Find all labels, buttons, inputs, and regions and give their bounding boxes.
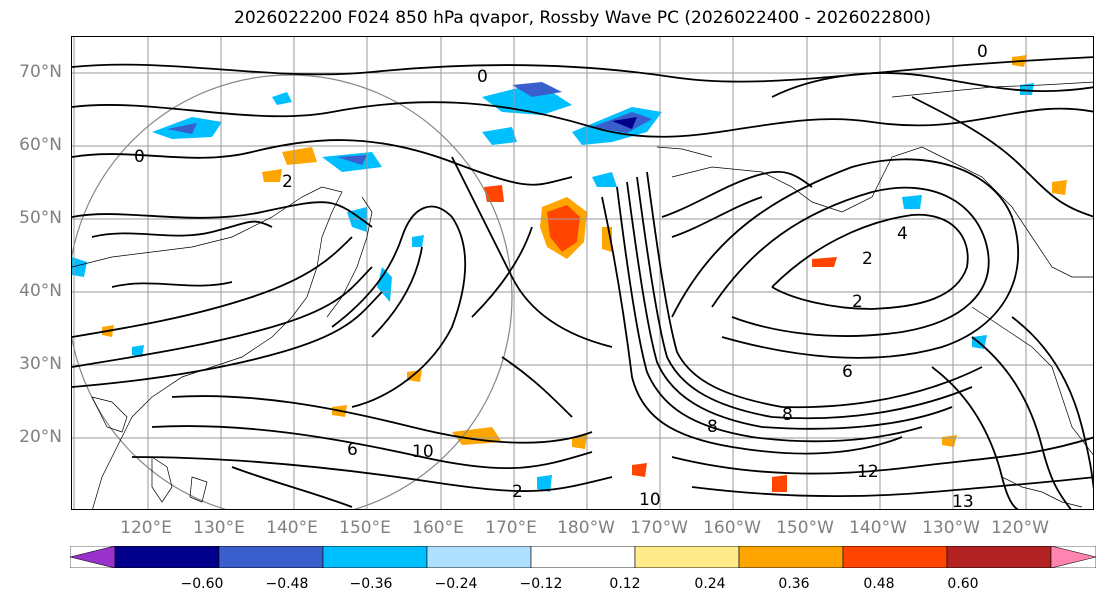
colorbar-tick: 0.60 — [947, 576, 979, 592]
lat-label-70n: 70°N — [19, 62, 62, 82]
lat-label-60n: 60°N — [19, 135, 62, 155]
colorbar-segment — [1050, 546, 1096, 568]
lon-label-160w: 160°W — [703, 518, 761, 538]
lon-label-120w: 120°W — [991, 518, 1049, 538]
lon-label-150w: 150°W — [776, 518, 834, 538]
contour-label: 0 — [134, 147, 145, 167]
lon-label-140e: 140°E — [266, 518, 318, 538]
map-canvas: 0 0 0 2 2 2 2 4 6 6 8 8 10 10 12 13 — [72, 37, 1093, 510]
contour-label: 6 — [842, 362, 853, 382]
negative-anomaly-shading — [72, 82, 1034, 492]
colorbar-tick: 0.36 — [778, 576, 810, 592]
contour-label: 8 — [782, 405, 793, 425]
colorbar-segment — [426, 546, 532, 568]
colorbar-segment — [738, 546, 844, 568]
colorbar-segment — [218, 546, 324, 568]
colorbar-segment — [70, 546, 116, 568]
colorbar-tick: −0.60 — [180, 576, 224, 592]
lat-label-30n: 30°N — [19, 354, 62, 374]
map-title: 2026022200 F024 850 hPa qvapor, Rossby W… — [234, 8, 931, 28]
lon-label-160e: 160°E — [412, 518, 464, 538]
map-panel: 0 0 0 2 2 2 2 4 6 6 8 8 10 10 12 13 — [71, 36, 1094, 510]
colorbar-tick: −0.12 — [519, 576, 563, 592]
contour-label: 2 — [512, 482, 523, 502]
contour-label: 0 — [477, 67, 488, 87]
lat-label-50n: 50°N — [19, 208, 62, 228]
contour-label: 10 — [412, 442, 434, 462]
colorbar-segment — [114, 546, 220, 568]
colorbar-segment — [634, 546, 740, 568]
qvapor-contours — [72, 56, 1093, 509]
colorbar-tick: −0.24 — [434, 576, 478, 592]
contour-label: 12 — [857, 462, 879, 482]
lon-label-130e: 130°E — [193, 518, 245, 538]
contour-label: 4 — [897, 224, 908, 244]
lon-label-120e: 120°E — [120, 518, 172, 538]
contour-label: 2 — [852, 292, 863, 312]
colorbar-tick: −0.48 — [265, 576, 309, 592]
lon-label-180w: 180°W — [557, 518, 615, 538]
lat-label-40n: 40°N — [19, 281, 62, 301]
colorbar-tick: 0.24 — [694, 576, 726, 592]
colorbar-segment — [530, 546, 636, 568]
colorbar-segment — [322, 546, 428, 568]
colorbar — [70, 546, 1096, 568]
lat-label-20n: 20°N — [19, 427, 62, 447]
colorbar-tick: 0.12 — [609, 576, 641, 592]
lon-label-170e: 170°E — [485, 518, 537, 538]
contour-label: 2 — [282, 172, 293, 192]
lon-label-150e: 150°E — [339, 518, 391, 538]
colorbar-tick: 0.48 — [863, 576, 895, 592]
contour-label: 13 — [952, 492, 974, 510]
colorbar-segments — [70, 546, 1096, 568]
lon-label-130w: 130°W — [922, 518, 980, 538]
contour-label: 8 — [707, 417, 718, 437]
colorbar-tick: −0.36 — [349, 576, 393, 592]
contour-label: 6 — [347, 440, 358, 460]
contour-labels: 0 0 0 2 2 2 2 4 6 6 8 8 10 10 12 13 — [134, 42, 988, 510]
graticule — [72, 37, 1093, 509]
colorbar-segment — [946, 546, 1052, 568]
lon-label-140w: 140°W — [849, 518, 907, 538]
colorbar-segment — [842, 546, 948, 568]
positive-anomaly-shading — [102, 55, 1067, 492]
lon-label-170w: 170°W — [630, 518, 688, 538]
coastlines — [72, 81, 1093, 509]
contour-label: 2 — [862, 249, 873, 269]
contour-label: 10 — [639, 490, 661, 510]
contour-label: 0 — [977, 42, 988, 62]
